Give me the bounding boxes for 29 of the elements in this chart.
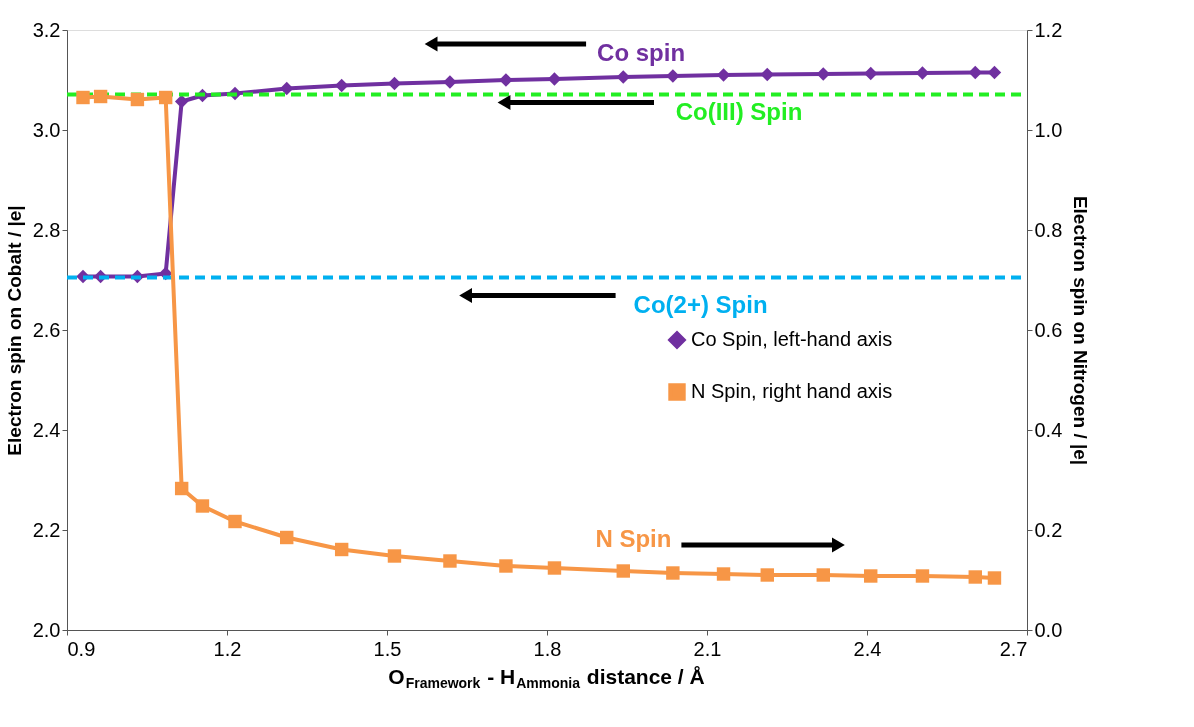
y2-tick-label: 0.0 [1034,618,1063,641]
ref-line-label: Co(III) Spin [675,97,803,125]
annotation: N Spin [595,525,672,552]
y-tick-label: 2.0 [32,618,61,641]
x-tick-label: 2.1 [693,637,722,660]
annotation: Co spin [597,39,686,66]
y-tick-label: 2.8 [32,218,61,241]
x-tick-label: 1.2 [213,637,242,660]
y2-tick-label: 1.0 [1034,118,1063,141]
y2-tick-label: 1.2 [1034,18,1063,41]
y-tick-label: 2.2 [32,518,61,541]
y2-tick-label: 0.8 [1034,218,1063,241]
y-tick-label: 2.6 [32,318,61,341]
x-tick-label: 2.4 [853,637,882,660]
legend-label: N Spin, right hand axis [691,380,893,402]
ref-line-label: Co(2+) Spin [633,290,768,318]
y2-tick-label: 0.4 [1034,418,1063,441]
y2-axis-title: Electron spin on Nitrogen / |e| [1070,195,1092,466]
legend-label: Co Spin, left-hand axis [691,328,893,350]
x-tick-label: 2.7 [999,637,1028,660]
x-tick-label: 0.9 [67,637,96,660]
y2-tick-label: 0.2 [1034,518,1063,541]
y-tick-label: 2.4 [32,418,61,441]
x-tick-label: 1.8 [533,637,562,660]
y-tick-label: 3.0 [32,118,61,141]
y-tick-label: 3.2 [32,18,61,41]
y-axis-title: Electron spin on Cobalt / |e| [3,205,25,456]
y2-tick-label: 0.6 [1034,318,1063,341]
x-tick-label: 1.5 [373,637,402,660]
